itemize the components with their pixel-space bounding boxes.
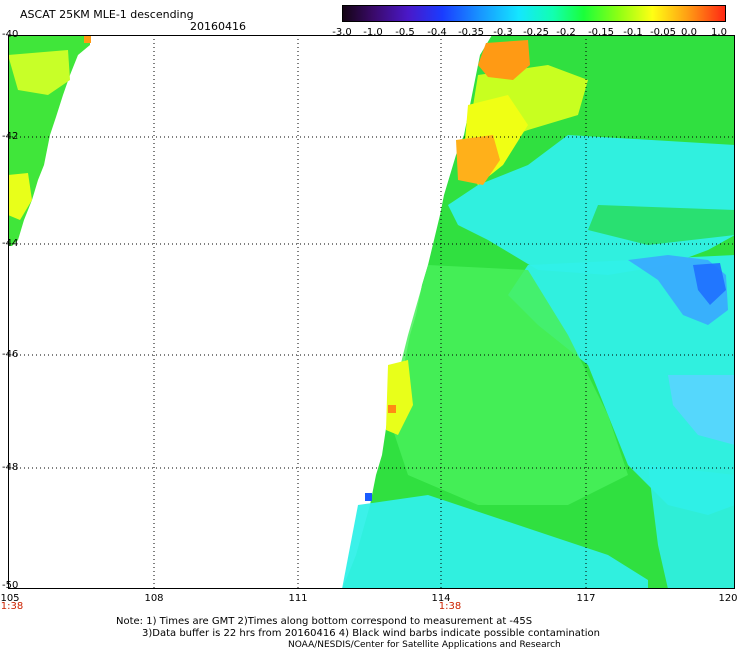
- lat-label: -42: [2, 131, 19, 142]
- orange-cell: [388, 405, 396, 413]
- lon-label: 114: [431, 593, 451, 604]
- lat-lon-grid: [8, 35, 735, 589]
- orange-region: [456, 135, 500, 185]
- lat-label: -48: [2, 462, 19, 473]
- blue-cell: [365, 493, 372, 501]
- lon-label: 120: [718, 593, 738, 604]
- yellow-region: [8, 50, 70, 95]
- colorbar-label: -0.35: [458, 27, 484, 38]
- green-region: [388, 265, 628, 505]
- cyan-region: [508, 255, 735, 515]
- blue-region: [668, 375, 735, 445]
- orange-region: [478, 40, 530, 80]
- colorbar-label: -0.2: [556, 27, 576, 38]
- lat-label: -46: [2, 349, 19, 360]
- colorbar-label: -0.5: [395, 27, 415, 38]
- cyan-region: [648, 465, 735, 589]
- colorbar-label: -1.0: [363, 27, 383, 38]
- blue-region: [693, 263, 726, 305]
- map-date: 20160416: [190, 20, 246, 33]
- footer-note-1: Note: 1) Times are GMT 2)Times along bot…: [116, 616, 533, 627]
- colorbar-label: -0.1: [623, 27, 643, 38]
- colorbar-label: 1.0: [711, 27, 727, 38]
- colorbar-label: -0.05: [650, 27, 676, 38]
- colorbar-label: -0.25: [523, 27, 549, 38]
- map-title: ASCAT 25KM MLE-1 descending: [20, 8, 194, 21]
- yellow-region: [386, 360, 413, 435]
- lon-label: 111: [288, 593, 308, 604]
- wind-field-map: [8, 35, 735, 589]
- orange-cell: [84, 35, 91, 43]
- lat-label: -50: [2, 580, 19, 591]
- time-label: 1:38: [438, 601, 462, 612]
- lat-label: -40: [2, 29, 19, 40]
- colorbar: [342, 5, 726, 22]
- colorbar-label: -0.15: [588, 27, 614, 38]
- colorbar-label: 0.0: [681, 27, 697, 38]
- time-label: 1:38: [0, 601, 24, 612]
- map-frame: [8, 35, 735, 589]
- footer-note-2: 3)Data buffer is 22 hrs from 20160416 4)…: [142, 628, 600, 639]
- yellow-region: [8, 173, 32, 220]
- lon-label: 105: [0, 593, 20, 604]
- footer-credit: NOAA/NESDIS/Center for Satellite Applica…: [288, 640, 561, 650]
- lon-label: 108: [144, 593, 164, 604]
- colorbar-label: -0.3: [493, 27, 513, 38]
- lon-label: 117: [576, 593, 596, 604]
- lat-label: -44: [2, 238, 19, 249]
- colorbar-label: -0.4: [427, 27, 447, 38]
- cyan-region: [342, 495, 648, 589]
- green-region: [588, 205, 735, 245]
- colorbar-label: -3.0: [332, 27, 352, 38]
- map-panel: [8, 35, 735, 589]
